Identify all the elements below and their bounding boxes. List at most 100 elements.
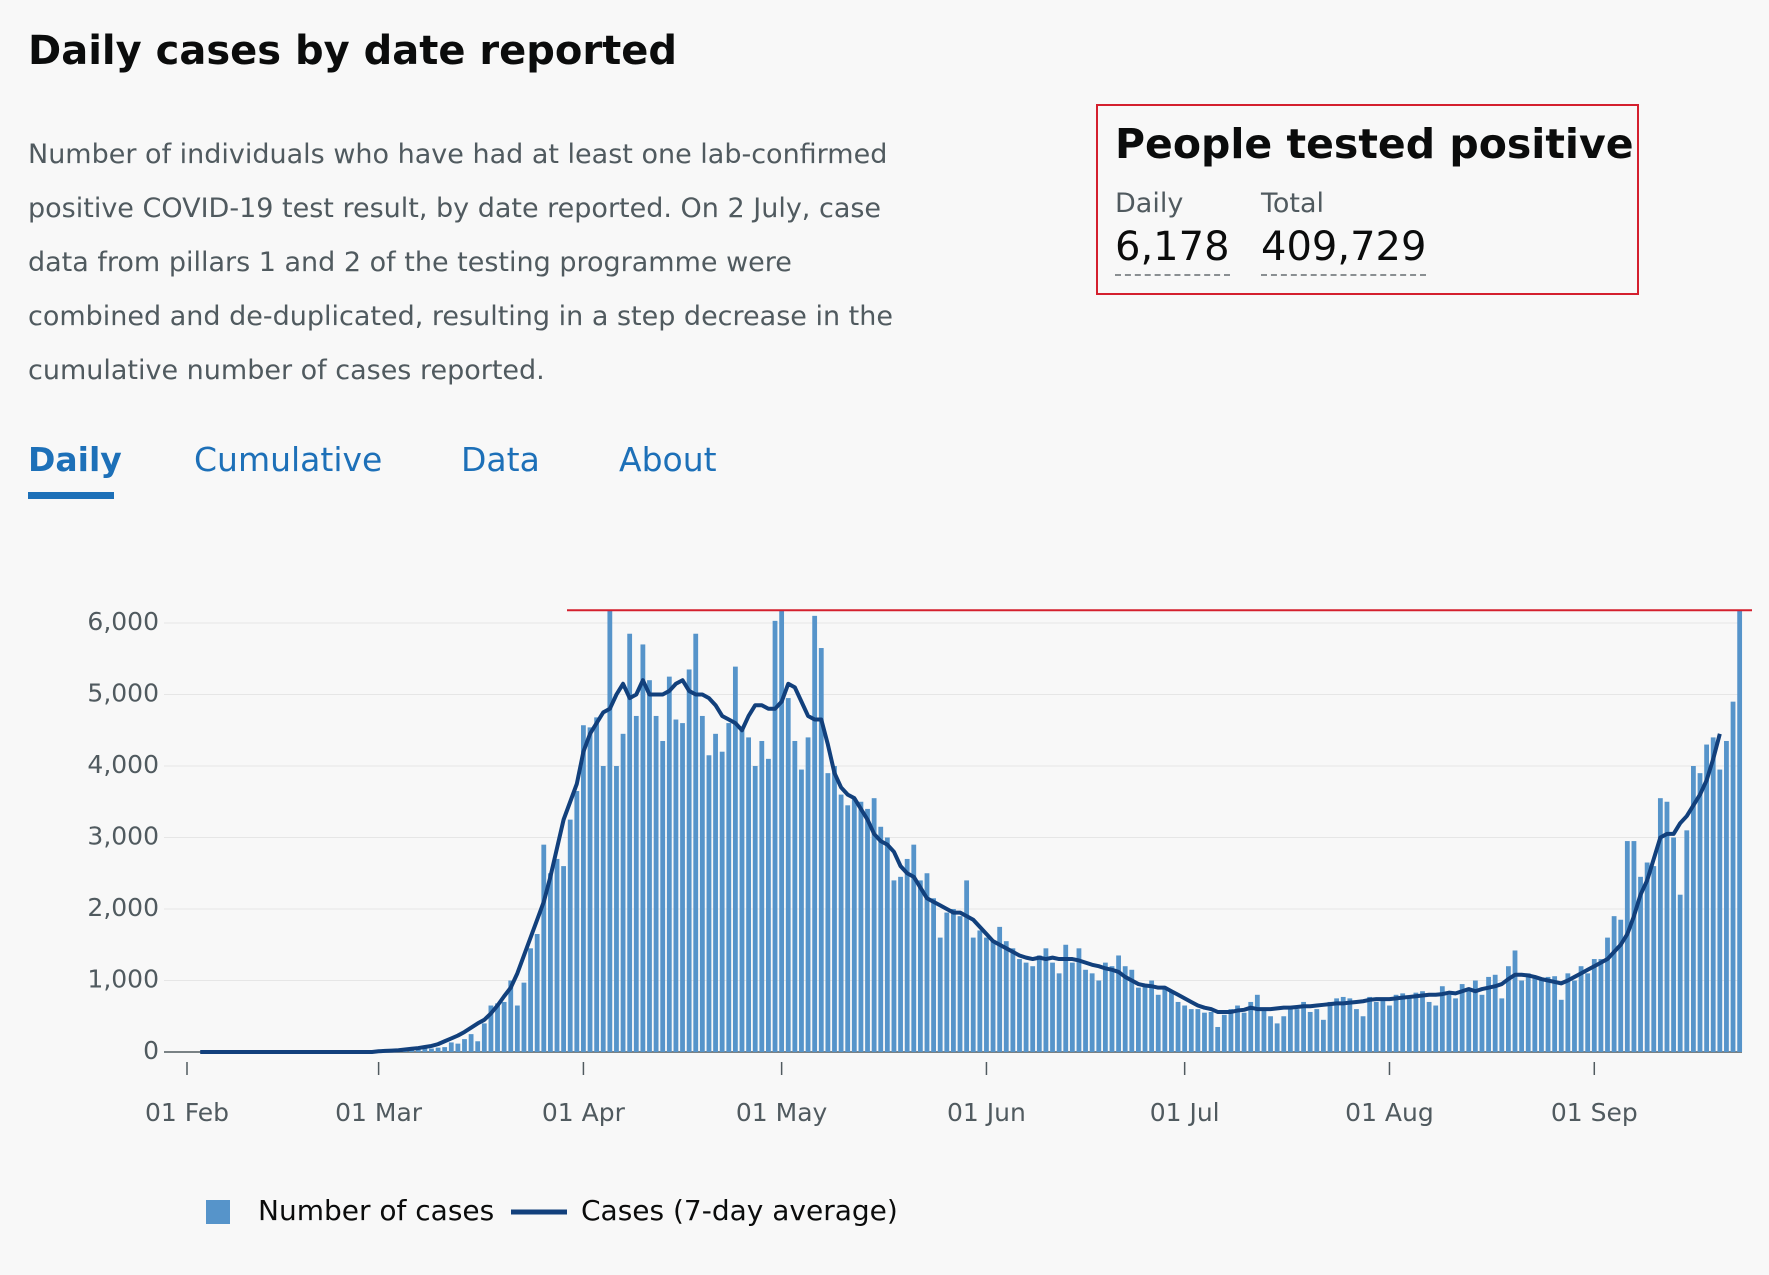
bar xyxy=(1406,998,1412,1052)
bar xyxy=(1136,987,1141,1052)
daily-label: Daily xyxy=(1115,188,1184,219)
bar xyxy=(884,837,890,1052)
bar xyxy=(1003,941,1009,1052)
bar xyxy=(514,1005,520,1052)
average-line xyxy=(200,678,1722,1054)
bar xyxy=(845,805,851,1052)
bar xyxy=(699,715,705,1052)
bar xyxy=(1631,841,1637,1052)
bar xyxy=(1486,976,1491,1052)
bar xyxy=(1724,740,1729,1052)
bar xyxy=(964,880,970,1052)
bar xyxy=(653,715,659,1052)
daily-value[interactable]: 6,178 xyxy=(1115,224,1230,276)
bar xyxy=(1096,980,1102,1052)
bar xyxy=(1208,1011,1214,1052)
bar xyxy=(1149,980,1155,1052)
bar xyxy=(1717,769,1723,1052)
bar xyxy=(640,644,646,1052)
bar xyxy=(1221,1014,1227,1052)
bar xyxy=(448,1042,454,1052)
bar xyxy=(944,912,950,1052)
active-tab-underline xyxy=(28,492,114,499)
bar xyxy=(693,633,699,1052)
bar xyxy=(1512,950,1518,1052)
bar xyxy=(1657,798,1663,1052)
bar xyxy=(1506,966,1511,1052)
bar xyxy=(1677,894,1683,1052)
bar xyxy=(739,726,745,1052)
bar xyxy=(1611,916,1617,1052)
tab[interactable]: Daily xyxy=(28,440,122,479)
bar xyxy=(1492,974,1498,1052)
bar xyxy=(1287,1007,1293,1052)
bar xyxy=(1307,1011,1313,1052)
tab[interactable]: Data xyxy=(461,440,540,479)
bar xyxy=(1116,955,1121,1052)
bar xyxy=(660,740,666,1052)
bar xyxy=(686,669,692,1052)
bar xyxy=(1017,959,1022,1052)
bar xyxy=(904,858,910,1052)
bar xyxy=(1519,980,1525,1052)
bar xyxy=(990,941,996,1052)
bar xyxy=(719,751,725,1052)
bar xyxy=(1175,1001,1181,1052)
x-tick-label: 01 May xyxy=(736,1098,828,1127)
legend-label: Number of cases xyxy=(258,1194,494,1227)
bar xyxy=(1301,1001,1306,1052)
bar xyxy=(977,930,983,1052)
bar xyxy=(1552,976,1558,1052)
bar xyxy=(666,676,672,1052)
bar xyxy=(567,819,573,1052)
bar xyxy=(561,866,566,1052)
bar xyxy=(931,898,936,1052)
bar xyxy=(792,740,798,1052)
bar xyxy=(1737,610,1743,1052)
tab[interactable]: About xyxy=(619,440,717,479)
y-tick-label: 2,000 xyxy=(87,893,159,922)
y-tick-label: 1,000 xyxy=(87,965,159,994)
bar xyxy=(1089,973,1095,1052)
bar xyxy=(1102,962,1108,1052)
bar xyxy=(805,737,811,1052)
bar xyxy=(521,982,527,1052)
bar xyxy=(1030,966,1036,1052)
bar xyxy=(1704,744,1710,1052)
bar xyxy=(1202,1012,1207,1052)
bar xyxy=(1618,919,1624,1052)
bar xyxy=(1426,1001,1432,1052)
bar xyxy=(1539,980,1544,1052)
bar xyxy=(779,610,785,1052)
x-tick-label: 01 Sep xyxy=(1551,1098,1638,1127)
bar xyxy=(1241,1012,1247,1052)
bar xyxy=(1254,994,1260,1052)
bar xyxy=(1056,973,1062,1052)
bar xyxy=(1373,1001,1379,1052)
bar xyxy=(713,733,718,1052)
bar xyxy=(1188,1009,1194,1052)
bar xyxy=(746,737,751,1052)
bar xyxy=(1690,766,1696,1052)
bar xyxy=(799,769,804,1052)
bar xyxy=(957,916,963,1052)
bar xyxy=(1010,948,1016,1052)
bar xyxy=(1525,973,1531,1052)
bar xyxy=(1472,980,1478,1052)
bar xyxy=(415,1048,421,1052)
bar xyxy=(1274,1023,1280,1052)
bar xyxy=(871,798,877,1052)
total-value[interactable]: 409,729 xyxy=(1261,224,1427,276)
x-tick-label: 01 Jul xyxy=(1150,1098,1220,1127)
bar xyxy=(488,1005,494,1052)
bar xyxy=(1466,989,1472,1052)
bar xyxy=(1420,991,1425,1052)
y-tick-label: 3,000 xyxy=(87,822,159,851)
bar xyxy=(911,844,917,1052)
bar xyxy=(1400,993,1406,1052)
description: Number of individuals who have had at le… xyxy=(28,139,893,386)
tab[interactable]: Cumulative xyxy=(194,440,383,479)
legend-label: Cases (7-day average) xyxy=(581,1194,898,1227)
bar xyxy=(1479,994,1485,1052)
